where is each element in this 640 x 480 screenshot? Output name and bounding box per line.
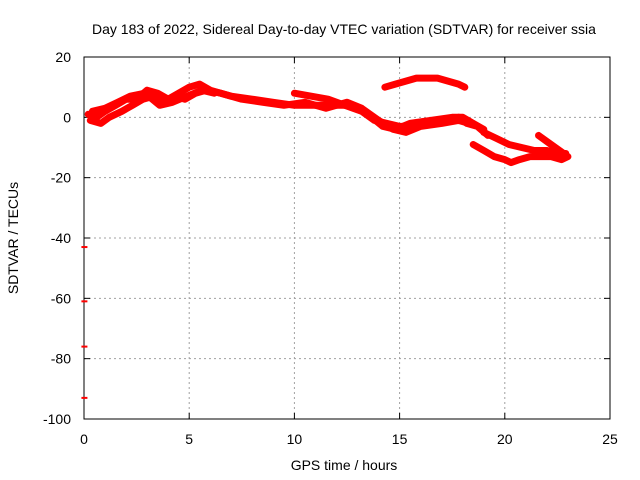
x-tick-label: 0 (80, 431, 88, 447)
x-tick-labels: 0 5 10 15 20 25 (80, 431, 618, 447)
series-line-track-h (535, 131, 568, 157)
x-tick-label: 15 (392, 431, 408, 447)
y-tick-label: -60 (51, 290, 71, 306)
chart-title: Day 183 of 2022, Sidereal Day-to-day VTE… (92, 21, 596, 37)
series-line-track-b (86, 86, 473, 136)
series-line-track-c (88, 86, 218, 115)
y-tick-label: 20 (55, 49, 71, 65)
y-tick-label: 0 (63, 109, 71, 125)
y-tick-label: -20 (51, 170, 71, 186)
outlier-marks (81, 246, 88, 399)
x-tick-label: 20 (497, 431, 513, 447)
y-tick-label: -40 (51, 230, 71, 246)
y-axis-label: SDTVAR / TECUs (5, 182, 21, 294)
y-tick-labels: 20 0 -20 -40 -60 -80 -100 (43, 49, 71, 427)
data-series (84, 74, 572, 167)
y-tick-label: -100 (43, 411, 71, 427)
x-axis-label: GPS time / hours (291, 457, 398, 473)
plot-frame (83, 56, 611, 420)
grid (84, 57, 610, 419)
axis-ticks (83, 56, 611, 420)
series-line-track-e (381, 74, 469, 91)
x-tick-label: 25 (602, 431, 618, 447)
x-tick-label: 10 (287, 431, 303, 447)
y-tick-label: -80 (51, 351, 71, 367)
x-tick-label: 5 (185, 431, 193, 447)
series-line-track-d (290, 89, 492, 139)
series-line-track-g (480, 128, 570, 157)
series-line-track-f (469, 141, 572, 167)
